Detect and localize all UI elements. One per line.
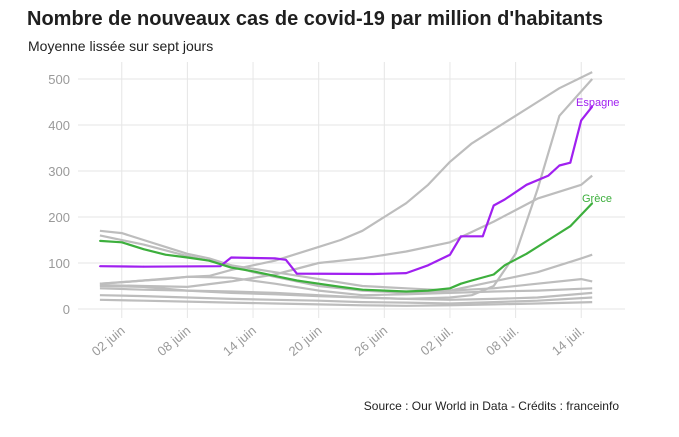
- data-point-grece: [274, 274, 276, 277]
- data-point-grece: [317, 282, 320, 285]
- data-point-grece: [492, 273, 495, 276]
- data-point-grece: [142, 248, 145, 251]
- y-tick-label: 400: [48, 118, 70, 133]
- series-line-other-9: [99, 298, 593, 307]
- data-point-grece: [120, 241, 123, 244]
- data-point-grece: [98, 240, 101, 242]
- y-tick-label: 0: [63, 302, 70, 317]
- data-point-espagne: [230, 256, 233, 259]
- data-point-espagne: [492, 204, 495, 207]
- series-line-other-2: [99, 174, 593, 288]
- y-tick-label: 200: [48, 210, 70, 225]
- data-point-espagne: [558, 164, 561, 167]
- data-point-grece: [525, 252, 528, 255]
- series-line-other-7: [99, 287, 593, 301]
- x-tick-label: 02 juin: [89, 323, 128, 359]
- other-country-series: [99, 71, 594, 307]
- series-label-espagne: Espagne: [576, 97, 619, 109]
- y-axis: 0 100 200 300 400 500: [48, 72, 70, 317]
- data-point-grece: [591, 202, 594, 205]
- data-point-grece: [164, 253, 167, 256]
- series-line-other-8: [99, 294, 593, 305]
- x-tick-label: 08 juin: [154, 323, 193, 359]
- x-tick-label: 14 juil.: [549, 323, 587, 359]
- data-point-grece: [361, 288, 364, 291]
- grid: [78, 62, 625, 318]
- data-point-grece: [503, 264, 506, 267]
- data-point-grece: [449, 287, 451, 290]
- data-point-espagne: [142, 265, 145, 268]
- data-point-grece: [230, 266, 233, 269]
- data-point-grece: [460, 282, 462, 285]
- data-point-espagne: [274, 257, 276, 260]
- data-point-grece: [339, 286, 342, 288]
- data-point-espagne: [219, 265, 222, 268]
- data-point-grece: [295, 279, 298, 282]
- y-tick-label: 300: [48, 164, 70, 179]
- x-axis: 02 juin 08 juin 14 juin 20 juin 26 juin 02 ju…: [89, 323, 587, 359]
- data-point-grece: [547, 239, 550, 241]
- highlighted-series: [98, 105, 594, 293]
- data-point-espagne: [460, 235, 462, 238]
- chart-title: Nombre de nouveaux cas de covid-19 par m…: [27, 8, 604, 30]
- data-point-espagne: [284, 258, 287, 261]
- x-tick-label: 20 juin: [286, 323, 325, 359]
- data-point-espagne: [503, 198, 506, 201]
- series-label-grece: Grèce: [582, 193, 612, 205]
- x-tick-label: 02 juil.: [417, 323, 455, 359]
- data-point-espagne: [427, 264, 429, 267]
- data-point-grece: [186, 256, 189, 259]
- data-point-grece: [252, 270, 254, 273]
- data-point-espagne: [295, 272, 298, 275]
- series-line-other-5: [99, 234, 593, 292]
- data-point-grece: [470, 279, 473, 282]
- data-point-grece: [405, 290, 408, 293]
- data-point-espagne: [591, 105, 594, 108]
- data-point-grece: [569, 225, 572, 228]
- x-tick-label: 08 juil.: [483, 323, 521, 359]
- x-tick-label: 14 juin: [220, 323, 259, 359]
- data-point-espagne: [372, 273, 375, 275]
- x-tick-label: 26 juin: [351, 323, 390, 359]
- data-point-grece: [383, 289, 386, 292]
- y-tick-label: 500: [48, 72, 70, 87]
- y-tick-label: 100: [48, 256, 70, 271]
- data-point-espagne: [569, 161, 572, 164]
- data-point-grece: [427, 289, 429, 292]
- data-point-espagne: [580, 119, 583, 122]
- source-credit: Source : Our World in Data - Crédits : f…: [363, 399, 619, 413]
- data-point-espagne: [98, 265, 101, 268]
- data-point-espagne: [449, 253, 451, 256]
- chart-subtitle: Moyenne lissée sur sept jours: [28, 38, 214, 54]
- data-point-grece: [208, 259, 211, 262]
- data-point-espagne: [481, 235, 484, 238]
- data-point-espagne: [525, 183, 528, 186]
- series-line-other-6: [99, 275, 593, 297]
- data-point-espagne: [547, 174, 550, 177]
- data-point-espagne: [405, 272, 408, 275]
